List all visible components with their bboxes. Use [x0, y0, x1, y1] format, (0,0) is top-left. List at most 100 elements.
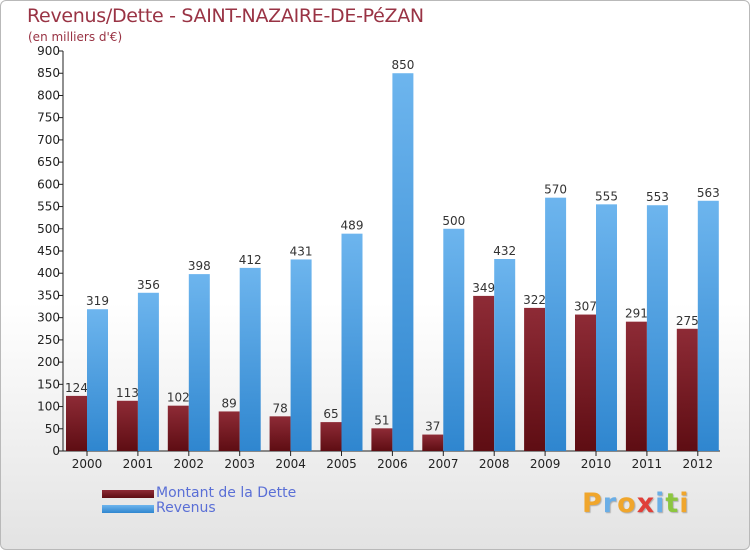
x-tick-label: 2010 — [581, 457, 612, 471]
y-tick-label: 800 — [37, 88, 60, 102]
y-tick-label: 250 — [37, 333, 60, 347]
x-tick-label: 2009 — [530, 457, 561, 471]
bar-revenus-2000 — [87, 309, 108, 451]
data-label-revenus-2007: 500 — [442, 214, 465, 228]
data-label-dette-2006: 51 — [374, 413, 389, 427]
y-tick-label: 900 — [37, 44, 60, 58]
bar-revenus-2004 — [290, 259, 312, 451]
data-label-dette-2008: 349 — [472, 281, 495, 295]
data-label-dette-2004: 78 — [272, 401, 287, 415]
y-tick-label: 500 — [37, 222, 60, 236]
y-tick-label: 0 — [52, 444, 60, 458]
data-label-dette-2003: 89 — [222, 396, 237, 410]
legend-swatch-dette — [102, 490, 154, 498]
bar-dette-2004 — [269, 416, 291, 451]
legend-label-revenus: Revenus — [156, 500, 216, 516]
bar-dette-2003 — [218, 411, 240, 451]
x-tick-label: 2004 — [275, 457, 306, 471]
data-label-revenus-2008: 432 — [493, 244, 516, 258]
y-tick-label: 700 — [37, 133, 60, 147]
bar-dette-2009 — [524, 307, 546, 451]
proxiti-logo: Proxiti — [582, 488, 690, 519]
bar-revenus-2007 — [443, 228, 465, 451]
data-label-dette-2011: 291 — [625, 307, 648, 321]
x-tick-label: 2008 — [479, 457, 510, 471]
x-tick-label: 2003 — [224, 457, 255, 471]
data-label-revenus-2009: 570 — [544, 183, 567, 197]
bar-dette-2000 — [66, 395, 87, 451]
x-tick-label: 2006 — [377, 457, 408, 471]
data-label-dette-2010: 307 — [574, 300, 597, 314]
data-label-revenus-2005: 489 — [341, 219, 364, 233]
logo-letter: i — [679, 488, 690, 519]
bar-revenus-2003 — [239, 267, 261, 451]
y-tick-label: 600 — [37, 177, 60, 191]
y-tick-label: 150 — [37, 377, 60, 391]
y-tick-label: 50 — [45, 422, 60, 436]
logo-letter: r — [602, 488, 618, 519]
data-label-dette-2012: 275 — [676, 314, 699, 328]
data-label-dette-2000: 124 — [65, 381, 88, 395]
data-label-revenus-2000: 319 — [86, 294, 109, 308]
bar-revenus-2001 — [137, 292, 159, 451]
y-tick-label: 350 — [37, 288, 60, 302]
y-tick-label: 750 — [37, 111, 60, 125]
bar-revenus-2008 — [494, 259, 516, 451]
data-label-revenus-2012: 563 — [697, 186, 720, 200]
x-tick-label: 2011 — [632, 457, 663, 471]
x-tick-label: 2002 — [174, 457, 205, 471]
data-label-dette-2005: 65 — [323, 407, 338, 421]
bar-revenus-2006 — [392, 73, 414, 451]
bar-dette-2001 — [116, 400, 138, 451]
legend-label-dette: Montant de la Dette — [156, 485, 297, 501]
bar-dette-2010 — [575, 314, 596, 451]
bar-revenus-2002 — [188, 274, 210, 451]
logo-letter: t — [665, 488, 680, 519]
y-tick-label: 400 — [37, 266, 60, 280]
bar-revenus-2010 — [596, 204, 617, 451]
bar-dette-2008 — [473, 295, 495, 451]
data-label-revenus-2003: 412 — [239, 253, 262, 267]
bar-revenus-2012 — [697, 200, 719, 451]
data-label-revenus-2004: 431 — [290, 244, 313, 258]
bar-dette-2005 — [320, 422, 342, 451]
logo-letter: o — [617, 488, 637, 519]
chart-title: Revenus/Dette - SAINT-NAZAIRE-DE-PéZAN — [27, 5, 424, 27]
chart-subtitle: (en milliers d'€) — [28, 30, 123, 44]
data-label-revenus-2010: 555 — [595, 189, 618, 203]
logo-letter: x — [636, 488, 656, 519]
bar-dette-2012 — [676, 328, 698, 451]
data-label-dette-2007: 37 — [425, 420, 440, 434]
y-tick-label: 850 — [37, 66, 60, 80]
data-label-revenus-2001: 356 — [137, 278, 160, 292]
x-tick-label: 2001 — [123, 457, 154, 471]
y-tick-label: 200 — [37, 355, 60, 369]
x-tick-label: 2000 — [72, 457, 103, 471]
x-tick-label: 2012 — [683, 457, 714, 471]
y-tick-label: 300 — [37, 311, 60, 325]
data-label-dette-2002: 102 — [167, 391, 190, 405]
y-tick-label: 550 — [37, 200, 60, 214]
logo-letter: P — [582, 488, 603, 519]
y-tick-label: 100 — [37, 400, 60, 414]
data-label-dette-2001: 113 — [116, 386, 139, 400]
bar-dette-2006 — [371, 428, 393, 451]
bar-dette-2007 — [422, 434, 444, 451]
bar-dette-2002 — [167, 405, 189, 451]
data-label-revenus-2006: 850 — [391, 58, 414, 72]
data-label-revenus-2002: 398 — [188, 259, 211, 273]
bar-revenus-2011 — [646, 205, 668, 451]
bar-dette-2011 — [625, 321, 647, 451]
data-label-revenus-2011: 553 — [646, 190, 669, 204]
y-tick-label: 450 — [37, 244, 60, 258]
legend-swatch-revenus — [102, 505, 154, 513]
bar-revenus-2005 — [341, 233, 363, 451]
logo-letter: i — [655, 488, 666, 519]
bar-revenus-2009 — [545, 197, 567, 451]
x-tick-label: 2005 — [326, 457, 357, 471]
data-label-dette-2009: 322 — [523, 293, 546, 307]
y-tick-label: 650 — [37, 155, 60, 169]
x-tick-label: 2007 — [428, 457, 459, 471]
